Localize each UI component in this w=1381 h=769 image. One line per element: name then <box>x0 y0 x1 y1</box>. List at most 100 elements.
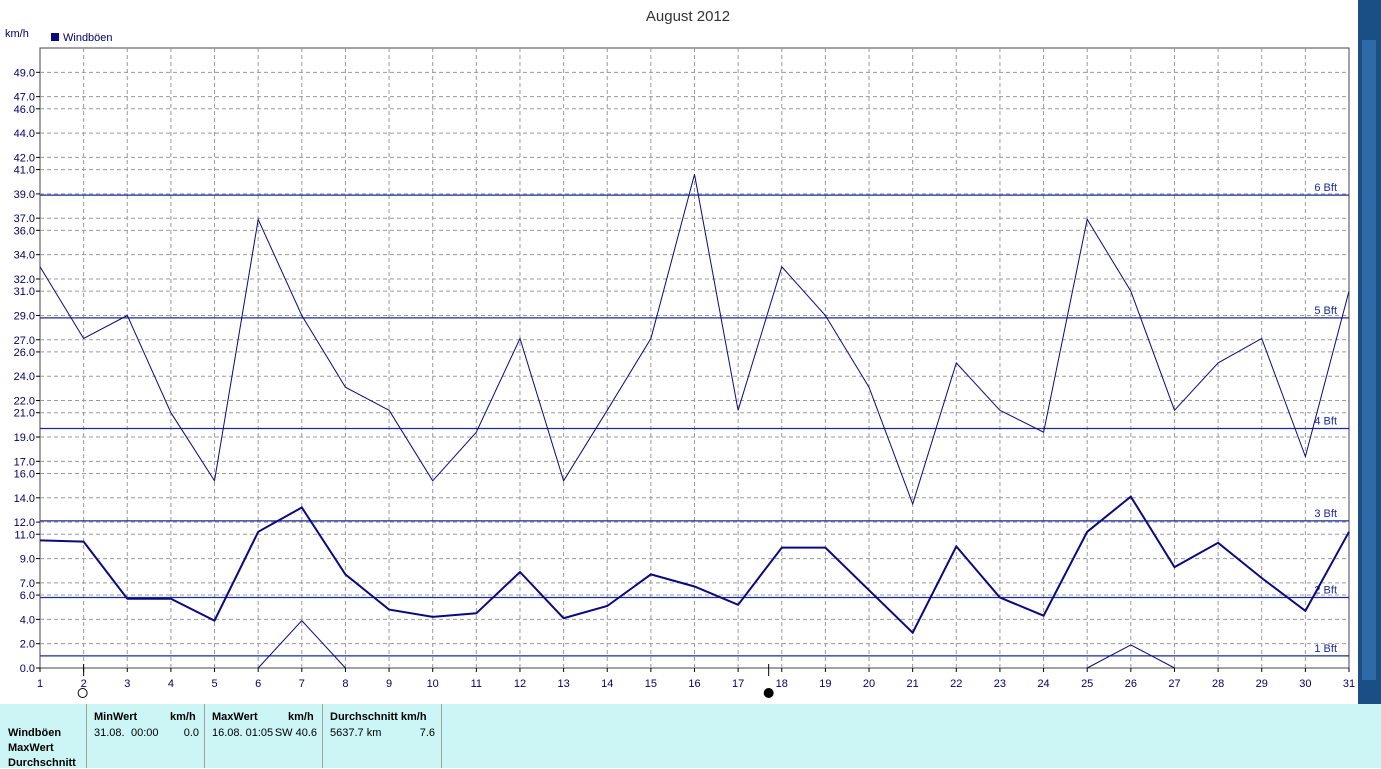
y-tick-label: 32.0 <box>14 274 35 286</box>
x-tick-label: 6 <box>255 678 261 690</box>
y-tick-label: 41.0 <box>14 165 35 177</box>
x-tick-label: 13 <box>557 678 569 690</box>
beaufort-label: 3 Bft <box>1314 508 1337 520</box>
max-value: SW 40.6 <box>274 727 317 739</box>
avg-distance: 5637.7 km <box>330 727 382 739</box>
x-tick-label: 17 <box>732 678 744 690</box>
full-moon-icon <box>77 688 88 698</box>
y-tick-label: 39.0 <box>14 189 35 201</box>
x-tick-label: 28 <box>1212 678 1224 690</box>
y-tick-label: 31.0 <box>14 286 35 298</box>
max-column: MaxWert km/h 16.08. 01:05 SW 40.6 <box>204 704 323 768</box>
beaufort-label: 5 Bft <box>1314 305 1337 317</box>
min-unit: km/h <box>170 711 196 723</box>
y-tick-label: 21.0 <box>14 408 35 420</box>
y-tick-label: 4.0 <box>20 614 35 626</box>
new-moon-icon <box>763 688 774 698</box>
y-tick-label: 46.0 <box>14 104 35 116</box>
y-tick-label: 7.0 <box>20 578 35 590</box>
y-tick-label: 2.0 <box>20 639 35 651</box>
y-tick-label: 17.0 <box>14 456 35 468</box>
x-tick-label: 19 <box>819 678 831 690</box>
stats-panel: Windböen MaxWert Durchschnitt MinWert km… <box>0 704 1381 769</box>
x-tick-label: 12 <box>514 678 526 690</box>
min-header: MinWert <box>94 711 138 723</box>
y-tick-label: 27.0 <box>14 335 35 347</box>
x-tick-label: 11 <box>471 678 482 690</box>
x-tick-label: 23 <box>994 678 1006 690</box>
avg-value: 7.6 <box>419 727 435 739</box>
min-date: 31.08. <box>94 727 125 739</box>
legend-label: Windböen <box>63 32 113 44</box>
x-tick-label: 4 <box>168 678 174 690</box>
y-tick-label: 36.0 <box>14 225 35 237</box>
x-tick-label: 22 <box>950 678 962 690</box>
series-min-line <box>257 619 346 669</box>
x-tick-label: 7 <box>299 678 305 690</box>
min-value: 0.0 <box>183 727 199 739</box>
x-tick-label: 16 <box>688 678 700 690</box>
y-tick-label: 49.0 <box>14 67 35 79</box>
y-tick-label: 44.0 <box>14 128 35 140</box>
x-tick-label: 21 <box>907 678 919 690</box>
x-tick-label: 1 <box>37 678 43 690</box>
series-avg-line <box>39 495 1350 635</box>
beaufort-label: 1 Bft <box>1314 643 1337 655</box>
x-tick-label: 26 <box>1125 678 1137 690</box>
row-label-durchschnitt: Durchschnitt <box>8 757 76 769</box>
y-tick-label: 22.0 <box>14 396 35 408</box>
x-tick-label: 2 <box>81 678 87 690</box>
x-tick-label: 25 <box>1081 678 1093 690</box>
y-tick-label: 16.0 <box>14 468 35 480</box>
x-tick-label: 8 <box>342 678 348 690</box>
x-tick-label: 27 <box>1168 678 1180 690</box>
x-tick-label: 5 <box>211 678 217 690</box>
row-label-windboeen: Windböen <box>8 727 62 739</box>
max-header: MaxWert <box>212 711 258 723</box>
row-label-maxwert: MaxWert <box>8 742 54 754</box>
grid <box>39 47 1350 669</box>
x-tick-label: 29 <box>1256 678 1268 690</box>
y-tick-label: 42.0 <box>14 152 35 164</box>
y-tick-label: 12.0 <box>14 517 35 529</box>
avg-header: Durchschnitt km/h <box>330 711 427 723</box>
x-tick-label: 3 <box>124 678 130 690</box>
y-tick-label: 0.0 <box>20 663 35 675</box>
x-tick-label: 9 <box>386 678 392 690</box>
y-axis-unit: km/h <box>5 28 29 40</box>
y-tick-label: 26.0 <box>14 347 35 359</box>
y-tick-label: 11.0 <box>14 529 35 541</box>
x-tick-label: 15 <box>645 678 657 690</box>
beaufort-label: 4 Bft <box>1314 416 1337 428</box>
y-tick-label: 34.0 <box>14 250 35 262</box>
series-lines <box>39 174 1350 669</box>
x-tick-label: 18 <box>776 678 788 690</box>
y-tick-label: 29.0 <box>14 310 35 322</box>
axes: 0.02.04.06.07.09.011.012.014.016.017.019… <box>14 67 1355 698</box>
min-column: MinWert km/h 31.08. 00:00 0.0 <box>86 704 205 768</box>
series-min-line <box>1086 644 1175 669</box>
x-tick-label: 10 <box>427 678 439 690</box>
y-tick-label: 6.0 <box>20 590 35 602</box>
y-tick-label: 9.0 <box>20 554 35 566</box>
beaufort-label: 6 Bft <box>1314 182 1337 194</box>
x-tick-label: 24 <box>1037 678 1049 690</box>
wind-chart: 6 Bft 5 Bft 4 Bft 3 Bft 2 Bft 1 Bft 0.0 2.0 4.0… <box>5 8 1355 698</box>
window-edge <box>1358 0 1381 704</box>
beaufort-lines: 6 Bft 5 Bft 4 Bft 3 Bft 2 Bft 1 Bft <box>40 182 1349 657</box>
y-tick-label: 24.0 <box>14 371 35 383</box>
y-tick-label: 37.0 <box>14 213 35 225</box>
legend-swatch <box>51 33 59 41</box>
beaufort-label: 2 Bft <box>1314 584 1337 596</box>
x-tick-label: 30 <box>1299 678 1311 690</box>
x-tick-label: 31 <box>1343 678 1355 690</box>
max-unit: km/h <box>288 711 314 723</box>
series-max-line <box>39 174 1350 506</box>
y-tick-label: 19.0 <box>14 432 35 444</box>
min-time: 00:00 <box>131 727 159 739</box>
chart-title: August 2012 <box>646 8 730 25</box>
avg-column: Durchschnitt km/h 5637.7 km 7.6 <box>322 704 442 768</box>
y-tick-label: 47.0 <box>14 92 35 104</box>
x-tick-label: 14 <box>601 678 613 690</box>
y-tick-label: 14.0 <box>14 493 35 505</box>
